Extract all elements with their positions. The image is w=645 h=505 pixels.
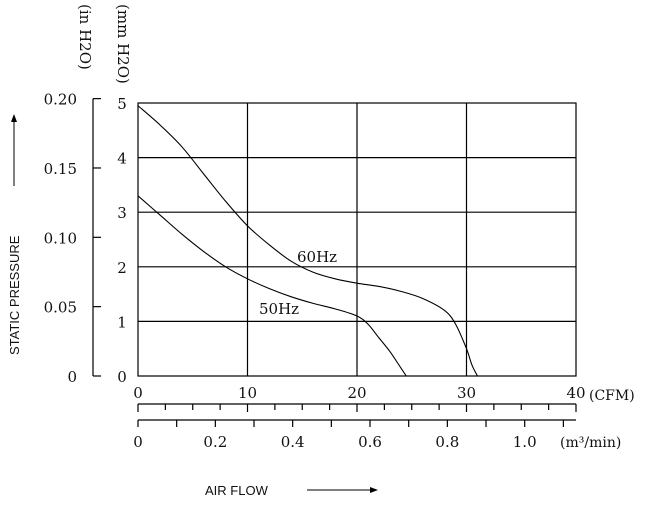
x-tick-label-m3min: 0.2 <box>203 433 227 451</box>
y-tick-label-in: 0.10 <box>44 229 77 247</box>
bottom-axes: 0 10 20 30 40 (CFM) 0 0.2 0.4 0.6 0.8 1.0 (m³/min) <box>133 384 634 451</box>
left-axes: 0 1 2 3 4 5 0 0.05 0.10 0.15 0.20 <box>44 91 127 386</box>
mm-h2o-unit-label: (mm H2O) <box>114 4 132 84</box>
y-axis-title: STATIC PRESSURE <box>7 235 22 355</box>
m3min-unit-label: (m³/min) <box>560 435 621 451</box>
x-axis-arrow-icon <box>307 487 378 493</box>
y-tick-label-mm: 5 <box>117 95 127 113</box>
curves <box>137 105 478 377</box>
x-tick-label-m3min: 0.8 <box>435 433 459 451</box>
x-axis-title: AIR FLOW <box>205 483 269 498</box>
x-tick-label-m3min: 1.0 <box>513 433 537 451</box>
y-tick-label-in: 0.20 <box>44 91 77 109</box>
y-tick-label-in: 0 <box>67 368 77 386</box>
series-label-50hz: 50Hz <box>259 300 299 318</box>
y-tick-label-mm: 4 <box>117 150 127 168</box>
y-tick-label-mm: 0 <box>117 368 127 386</box>
in-h2o-unit-label: (in H2O) <box>76 4 94 70</box>
plot-grid <box>137 102 577 377</box>
y-tick-label-in: 0.15 <box>44 160 77 178</box>
series-line-60hz <box>137 105 478 377</box>
x-tick-label-cfm: 20 <box>347 384 366 402</box>
y-tick-label-in: 0.05 <box>44 299 77 317</box>
x-tick-label-m3min: 0.6 <box>358 433 382 451</box>
y-axis-arrow-icon <box>11 114 17 186</box>
x-tick-label-cfm: 40 <box>566 384 585 402</box>
x-tick-label-cfm: 30 <box>457 384 476 402</box>
series-label-60hz: 60Hz <box>297 248 337 266</box>
cfm-unit-label: (CFM) <box>589 388 635 404</box>
x-tick-label-cfm: 10 <box>238 384 257 402</box>
y-tick-label-mm: 2 <box>117 259 127 277</box>
y-tick-label-mm: 3 <box>117 204 127 222</box>
y-tick-label-mm: 1 <box>117 313 127 331</box>
x-tick-label-m3min: 0.4 <box>281 433 305 451</box>
x-tick-label-cfm: 0 <box>133 384 143 402</box>
x-tick-label-m3min: 0 <box>133 433 143 451</box>
series-line-50hz <box>137 195 407 377</box>
